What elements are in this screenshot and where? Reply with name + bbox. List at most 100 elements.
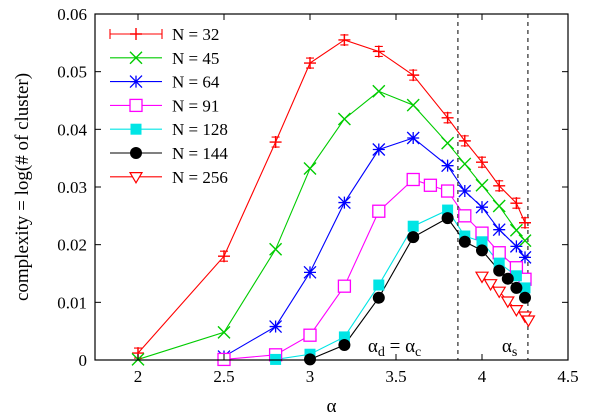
data-point: [372, 291, 385, 304]
data-point: [269, 242, 283, 256]
data-point: [474, 271, 490, 284]
x-tick-label: 2: [134, 367, 143, 386]
data-point: [269, 136, 282, 149]
data-point: [304, 57, 316, 70]
data-point: [372, 204, 386, 218]
x-tick-label: 4.5: [557, 367, 578, 386]
data-point: [519, 291, 531, 304]
data-point: [492, 246, 506, 260]
legend-label: N = 128: [172, 120, 228, 139]
data-point: [492, 223, 506, 237]
legend-label: N = 91: [172, 96, 219, 115]
data-point: [130, 28, 142, 40]
data-point: [521, 315, 536, 328]
data-point: [493, 257, 505, 269]
data-point: [338, 33, 351, 46]
y-tick-label: 0.03: [57, 178, 87, 197]
data-point: [217, 325, 231, 339]
data-point: [338, 331, 350, 343]
legend-label: N = 45: [172, 49, 219, 68]
y-tick-label: 0.01: [57, 293, 87, 312]
data-point: [129, 75, 143, 89]
data-point: [510, 270, 522, 282]
data-point: [130, 147, 142, 159]
threshold-label: αs: [502, 336, 517, 360]
data-point: [441, 159, 455, 173]
x-axis-label: α: [327, 396, 337, 417]
data-point: [458, 184, 472, 198]
data-point: [476, 156, 488, 169]
legend: N = 32 N = 45 N = 64 N = 91 N = 128 N = 144 N …: [109, 25, 228, 187]
data-point: [476, 236, 488, 248]
y-tick-label: 0.04: [57, 120, 87, 139]
data-point: [373, 279, 385, 291]
axis-ticks: 2 2.5 3 3.5 4 4.5 0 0.01 0.02 0.03 0.04 0.05 0.06: [57, 5, 578, 386]
data-point: [458, 235, 471, 248]
legend-label: N = 64: [172, 73, 220, 92]
y-tick-label: 0: [79, 351, 88, 370]
data-point: [338, 339, 351, 352]
data-point: [458, 134, 471, 147]
data-point: [476, 244, 488, 257]
data-point: [423, 178, 438, 192]
data-point: [440, 184, 455, 198]
data-point: [406, 172, 420, 187]
data-point: [303, 328, 317, 342]
data-point: [441, 136, 455, 150]
x-tick-label: 2.5: [213, 367, 234, 386]
data-point: [500, 296, 515, 309]
data-point: [372, 143, 386, 156]
data-point: [337, 196, 351, 210]
data-point: [337, 279, 352, 293]
data-point: [130, 123, 142, 135]
data-point: [407, 220, 419, 232]
data-point: [458, 157, 472, 171]
data-point: [128, 172, 144, 184]
data-point: [441, 111, 454, 124]
data-point: [406, 131, 420, 145]
legend-error-cap: [109, 29, 163, 39]
y-tick-label: 0.05: [57, 63, 87, 82]
data-point: [442, 204, 454, 216]
data-point: [510, 281, 523, 294]
data-point: [129, 51, 143, 65]
data-point: [129, 98, 143, 113]
data-point: [501, 272, 514, 285]
x-tick-label: 3.5: [385, 367, 406, 386]
threshold-annotations: αd = αc αs: [368, 336, 517, 360]
data-point: [372, 45, 385, 58]
legend-label: N = 256: [172, 168, 228, 187]
y-axis-label: complexity = log(# of cluster): [12, 73, 33, 301]
y-tick-label: 0.06: [57, 5, 87, 24]
plot-frame: [94, 13, 569, 361]
data-point: [406, 98, 420, 112]
data-point: [519, 282, 531, 294]
data-point: [509, 305, 524, 318]
data-point: [509, 239, 523, 253]
data-point: [519, 216, 531, 229]
data-point: [475, 200, 489, 214]
data-point: [407, 69, 420, 82]
data-point: [509, 223, 523, 237]
data-point: [493, 264, 506, 277]
x-tick-label: 4: [478, 367, 487, 386]
data-point: [407, 231, 420, 244]
data-point: [518, 234, 532, 248]
x-tick-label: 3: [306, 367, 315, 386]
data-point: [483, 279, 498, 292]
data-point: [458, 209, 472, 223]
data-point: [510, 197, 523, 210]
data-point: [492, 199, 506, 213]
data-point: [337, 112, 351, 126]
data-point: [372, 84, 386, 98]
data-point: [518, 250, 532, 264]
legend-label: N = 32: [172, 25, 219, 44]
data-point: [269, 320, 283, 334]
threshold-label: αd = αc: [368, 336, 421, 360]
data-point: [475, 178, 489, 192]
y-tick-label: 0.02: [57, 236, 87, 255]
data-point: [303, 265, 317, 279]
data-point: [218, 250, 230, 263]
data-point: [492, 286, 507, 299]
